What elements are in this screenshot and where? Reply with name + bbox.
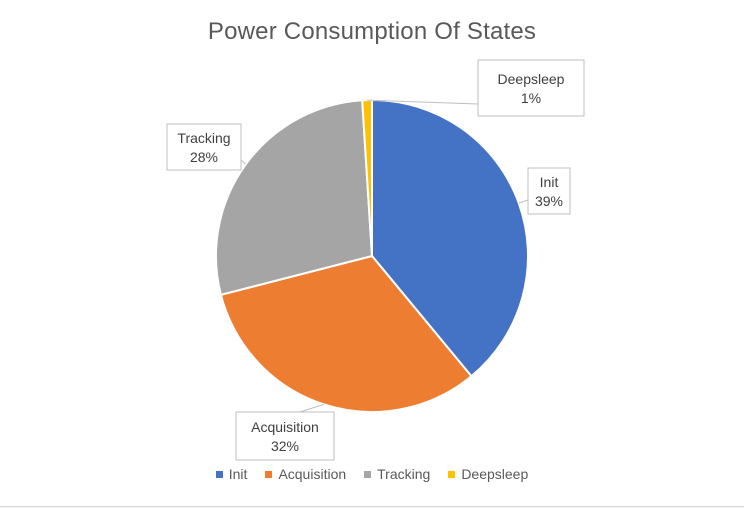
data-label-value: 28% [190, 149, 218, 165]
data-label-box-tracking[interactable] [166, 123, 242, 171]
legend-swatch [265, 470, 273, 478]
data-label-name: Init [540, 174, 559, 190]
data-label-value: 39% [535, 193, 563, 209]
data-label-value: 32% [271, 438, 299, 454]
legend-swatch [364, 470, 372, 478]
leader-line-init [518, 199, 529, 204]
data-label-name: Deepsleep [498, 71, 565, 87]
data-label-value: 1% [521, 90, 541, 106]
pie-slice-tracking[interactable] [215, 99, 374, 297]
legend-label: Acquisition [278, 466, 347, 482]
pie-slice-acquisition[interactable] [219, 254, 473, 413]
legend-item-deepsleep[interactable]: Deepsleep [448, 466, 528, 482]
legend-item-init[interactable]: Init [215, 466, 248, 482]
legend-label: Tracking [377, 466, 431, 482]
legend-swatch [448, 470, 456, 478]
legend-swatch [215, 470, 223, 478]
data-label-box-init[interactable] [527, 167, 571, 215]
pie-slice-init[interactable] [371, 98, 529, 378]
data-label-box-deepsleep[interactable] [477, 59, 585, 117]
data-label-box-acquisition[interactable] [235, 411, 335, 461]
legend-label: Init [228, 466, 248, 482]
legend-item-tracking[interactable]: Tracking [364, 466, 430, 482]
legend-label: Deepsleep [461, 466, 529, 482]
chart-legend: Init Acquisition Tracking Deepsleep [0, 466, 744, 482]
leader-line-deepsleep [367, 99, 479, 105]
legend-item-acquisition[interactable]: Acquisition [265, 466, 346, 482]
chart-title: Power Consumption Of States [207, 18, 537, 45]
data-label-name: Acquisition [251, 419, 319, 435]
leader-line-acquisition [299, 403, 324, 413]
leader-line-tracking [240, 159, 247, 165]
data-label-name: Tracking [177, 130, 230, 146]
